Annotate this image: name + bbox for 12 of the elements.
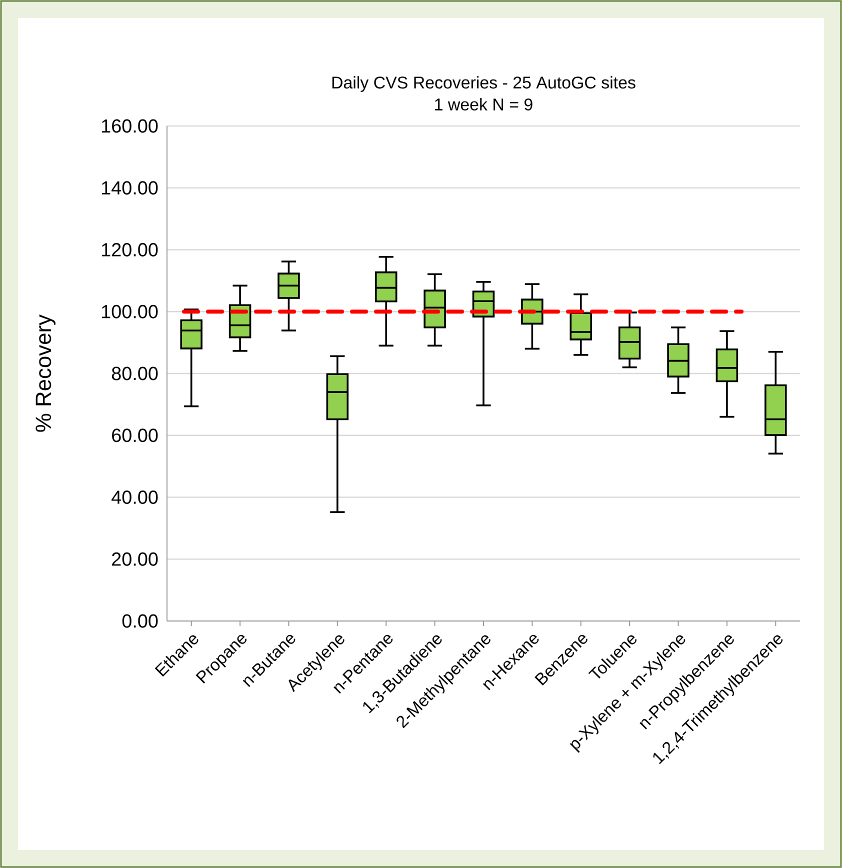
y-tick-label: 120.00 — [102, 243, 158, 256]
y-tick-label: 40.00 — [112, 490, 158, 504]
chart-subtitle: 1 week N = 9 — [435, 98, 532, 110]
y-axis-title: % Recovery — [36, 314, 56, 432]
y-tick-label: 0.00 — [122, 614, 158, 628]
y-tick-label: 140.00 — [102, 181, 158, 195]
y-tick-label: 100.00 — [102, 304, 158, 318]
y-tick-label: 60.00 — [112, 428, 158, 442]
y-tick-label: 160.00 — [102, 119, 158, 133]
y-tick-label: 80.00 — [112, 366, 158, 380]
y-tick-label: 20.00 — [112, 552, 158, 566]
chart-title: Daily CVS Recoveries - 25 AutoGC sites — [332, 76, 636, 92]
